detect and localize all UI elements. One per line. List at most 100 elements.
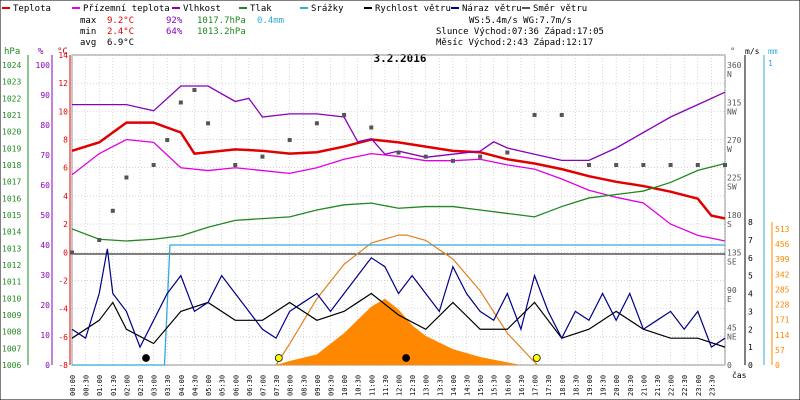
wind-direction-point	[287, 138, 292, 142]
moonrise-marker	[142, 354, 150, 362]
dir-label: W	[727, 145, 732, 154]
c-tick: -4	[58, 305, 68, 314]
wm2-tick: 114	[775, 331, 790, 340]
series-sr-ky	[72, 244, 725, 366]
pct-tick: 40	[40, 241, 50, 250]
wind-direction-point	[124, 175, 129, 180]
stats-rain: 0.4mm	[257, 16, 284, 26]
time-tick: 20:00	[613, 375, 621, 396]
pct-tick: 80	[40, 121, 50, 130]
wind-direction-point	[614, 163, 619, 167]
wm2-tick: 513	[775, 225, 790, 234]
wind-direction-point	[695, 163, 700, 167]
solar-theoretical-line	[275, 234, 538, 366]
ms-tick: 1	[748, 343, 753, 352]
time-tick: 09:00	[314, 375, 322, 396]
wind-direction-point	[450, 158, 455, 163]
time-tick: 23:30	[708, 375, 716, 396]
time-tick: 11:00	[368, 375, 376, 396]
series-layer	[70, 85, 727, 366]
time-tick: 03:00	[151, 375, 159, 396]
stats-label: avg	[80, 38, 96, 48]
wind-direction-point	[342, 113, 347, 117]
time-tick: 12:00	[396, 375, 404, 396]
sunset-marker	[532, 354, 541, 362]
ms-tick: 2	[748, 325, 753, 334]
time-tick: 04:30	[191, 375, 199, 396]
series-teplota	[71, 121, 726, 220]
time-tick: 11:30	[382, 375, 390, 396]
hpa-tick: 1010	[2, 294, 21, 303]
wind-direction-point	[110, 208, 115, 213]
dir-tick: 360	[727, 61, 742, 70]
dir-tick: 0	[727, 361, 732, 370]
dir-label: NE	[727, 333, 737, 342]
stats-humidity: 92%	[166, 16, 183, 26]
stats-temp: 6.9°C	[107, 38, 134, 48]
hpa-tick: 1024	[2, 61, 21, 70]
c-tick: -6	[58, 333, 68, 342]
hpa-tick: 1014	[2, 228, 21, 237]
time-tick: 05:00	[205, 375, 213, 396]
time-tick: 06:00	[232, 375, 240, 396]
series-tlak	[71, 162, 726, 242]
legend-label: Teplota	[13, 4, 51, 14]
time-tick: 13:30	[436, 375, 444, 396]
time-tick: 02:00	[123, 375, 131, 396]
ms-unit: m/s	[745, 47, 760, 56]
time-tick: 19:00	[586, 375, 594, 396]
ms-tick: 5	[748, 272, 753, 281]
legend-label: Rychlost větru	[375, 4, 451, 14]
chart-title: 3.2.2016	[374, 52, 427, 65]
dir-tick: 225	[727, 174, 742, 183]
legend-label: Přízemní teplota	[83, 4, 170, 14]
wind-direction-point	[423, 154, 428, 159]
time-tick: 14:00	[450, 375, 458, 396]
time-tick: 00:30	[83, 375, 91, 396]
pct-tick: 60	[40, 181, 50, 190]
wm2-tick: 342	[775, 270, 790, 279]
hpa-tick: 1012	[2, 261, 21, 270]
stats-pressure: 1013.2hPa	[197, 27, 246, 37]
time-tick: 07:30	[273, 375, 281, 396]
time-tick: 19:30	[600, 375, 608, 396]
pct-tick: 70	[40, 151, 50, 160]
pct-tick: 30	[40, 271, 50, 280]
stats-panel: max 9.2°C 92% 1017.7hPa 0.4mm min 2.4°C 64% 1013…	[80, 16, 604, 48]
stats-humidity: 64%	[166, 27, 183, 37]
time-tick: 00:00	[69, 375, 77, 396]
pct-tick: 20	[40, 301, 50, 310]
wind-direction-point	[314, 121, 319, 126]
time-tick: 18:00	[559, 375, 567, 396]
marker-layer	[142, 354, 541, 362]
time-axis: 00:00 00:30 01:00 01:30 02:00 02:30 03:00 03:30…	[69, 370, 747, 396]
time-tick: 17:00	[532, 375, 540, 396]
time-tick: 20:30	[627, 375, 635, 396]
right-axes: ° m/s mm1360N315NW270W225SW180S135SE90E45N…	[727, 47, 790, 370]
series-rychlost-v-tru	[71, 292, 726, 348]
wind-direction-point	[532, 113, 537, 117]
series-vlhkost	[72, 85, 726, 162]
hpa-tick: 1017	[2, 178, 21, 187]
time-tick: 23:00	[695, 375, 703, 396]
series-p-zemn-teplota	[71, 138, 726, 242]
hpa-tick: 1022	[2, 94, 21, 103]
sunrise-marker	[274, 354, 283, 362]
stats-label: min	[80, 27, 96, 37]
dir-label: N	[727, 70, 732, 79]
wind-direction-point	[178, 100, 183, 105]
wind-direction-point	[192, 88, 197, 92]
hpa-tick: 1011	[2, 278, 21, 287]
time-tick: 12:30	[409, 375, 417, 396]
moon-times: Měsíc Východ:2:43 Západ:12:17	[436, 38, 593, 48]
wind-direction-point	[723, 163, 727, 167]
wind-direction-point	[233, 163, 238, 167]
c-tick: 0	[63, 248, 68, 257]
wm2-tick: 228	[775, 301, 790, 310]
wind-direction-point	[668, 163, 673, 167]
hpa-tick: 1006	[2, 361, 21, 370]
pct-tick: 100	[36, 61, 51, 70]
c-tick: -2	[58, 276, 68, 285]
wm2-tick: 456	[775, 240, 790, 249]
time-tick: 03:30	[164, 375, 172, 396]
